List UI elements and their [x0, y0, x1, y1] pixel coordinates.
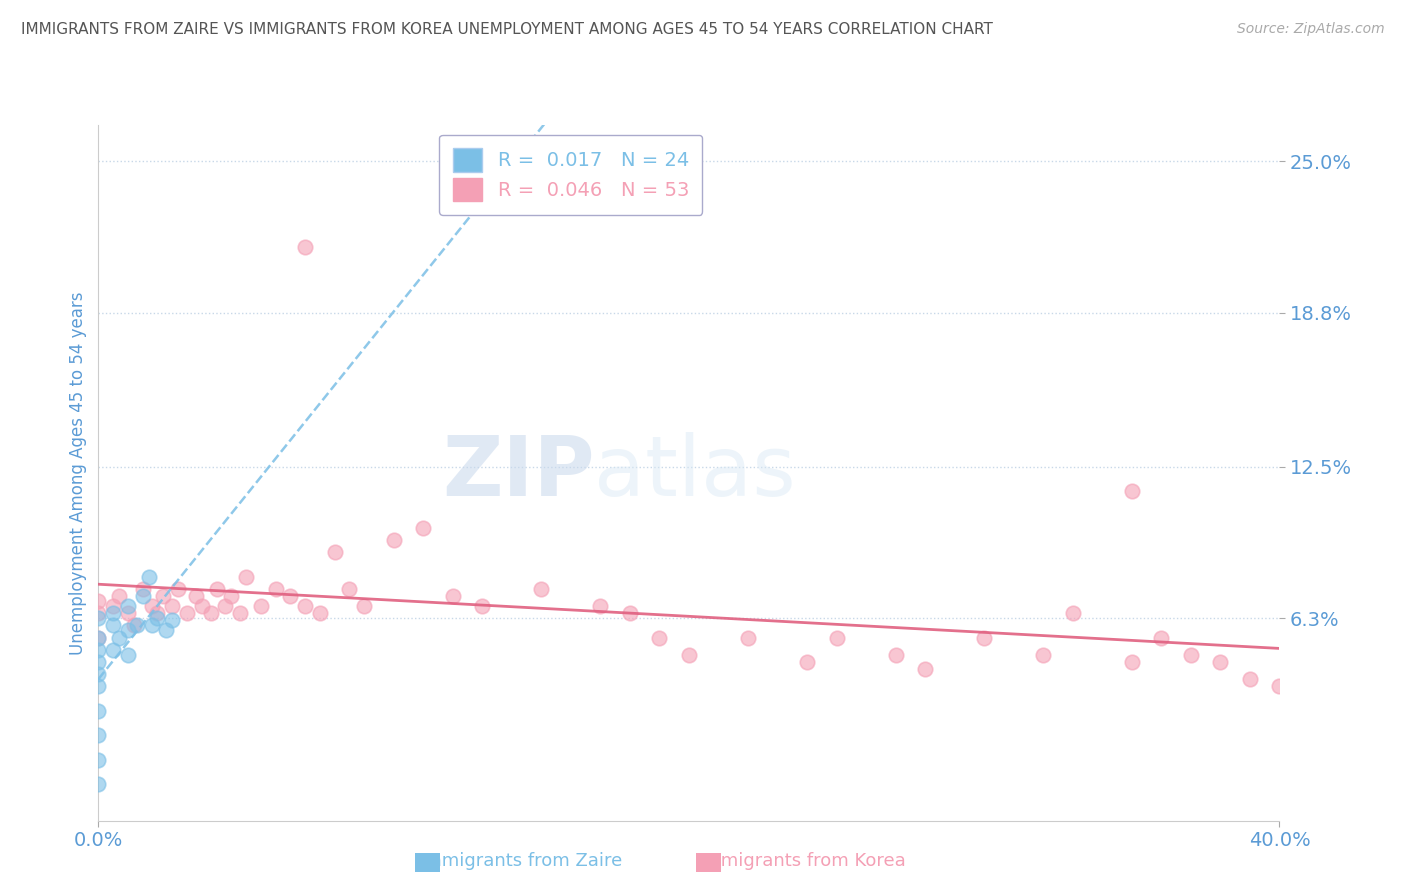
Point: [619, 606, 641, 620]
Point: [87, 777, 110, 791]
Point: [337, 582, 360, 596]
Point: [229, 606, 252, 620]
Point: [648, 631, 671, 645]
Y-axis label: Unemployment Among Ages 45 to 54 years: Unemployment Among Ages 45 to 54 years: [69, 291, 87, 655]
Point: [471, 599, 494, 613]
Point: [264, 582, 287, 596]
Point: [87, 704, 110, 718]
Point: [1032, 648, 1054, 662]
Point: [103, 642, 125, 657]
Point: [141, 618, 163, 632]
Point: [1121, 484, 1143, 499]
Point: [103, 606, 125, 620]
Point: [117, 648, 139, 662]
Point: [141, 599, 163, 613]
Point: [117, 624, 139, 638]
Point: [1180, 648, 1202, 662]
Point: [191, 599, 214, 613]
Text: Immigrants from Korea: Immigrants from Korea: [697, 852, 905, 870]
Point: [323, 545, 346, 559]
Point: [441, 589, 464, 603]
Point: [309, 606, 332, 620]
Point: [152, 589, 174, 603]
Point: [250, 599, 273, 613]
Point: [87, 642, 110, 657]
Point: [382, 533, 405, 547]
Point: [108, 589, 131, 603]
Text: ZIP: ZIP: [441, 433, 595, 513]
Point: [353, 599, 375, 613]
Point: [87, 631, 110, 645]
Point: [278, 589, 302, 603]
Point: [235, 569, 257, 583]
Point: [117, 606, 139, 620]
Point: [589, 599, 612, 613]
Point: [184, 589, 207, 603]
Point: [176, 606, 198, 620]
Point: [1209, 655, 1232, 669]
Point: [737, 631, 759, 645]
Point: [87, 679, 110, 693]
Point: [132, 582, 155, 596]
Point: [103, 618, 125, 632]
Point: [914, 662, 936, 676]
Point: [87, 655, 110, 669]
Point: [162, 599, 183, 613]
Point: [678, 648, 700, 662]
Point: [108, 631, 131, 645]
Point: [117, 599, 139, 613]
Point: [1268, 679, 1291, 693]
Point: [1150, 631, 1173, 645]
Text: Source: ZipAtlas.com: Source: ZipAtlas.com: [1237, 22, 1385, 37]
Point: [294, 599, 316, 613]
Point: [214, 599, 236, 613]
Point: [1062, 606, 1084, 620]
Point: [146, 606, 169, 620]
Point: [103, 599, 125, 613]
Point: [138, 569, 160, 583]
Point: [412, 521, 434, 535]
Point: [162, 614, 183, 628]
Point: [1121, 655, 1143, 669]
Legend: R =  0.017   N = 24, R =  0.046   N = 53: R = 0.017 N = 24, R = 0.046 N = 53: [439, 135, 703, 215]
Text: IMMIGRANTS FROM ZAIRE VS IMMIGRANTS FROM KOREA UNEMPLOYMENT AMONG AGES 45 TO 54 : IMMIGRANTS FROM ZAIRE VS IMMIGRANTS FROM…: [21, 22, 993, 37]
Point: [125, 618, 148, 632]
Point: [973, 631, 995, 645]
Point: [87, 594, 110, 608]
Text: Immigrants from Zaire: Immigrants from Zaire: [419, 852, 621, 870]
Point: [87, 606, 110, 620]
Point: [884, 648, 907, 662]
Point: [200, 606, 222, 620]
Point: [825, 631, 848, 645]
Point: [205, 582, 228, 596]
Point: [87, 611, 110, 625]
Point: [146, 611, 169, 625]
Point: [796, 655, 818, 669]
Point: [294, 240, 316, 254]
Point: [219, 589, 242, 603]
Point: [122, 618, 145, 632]
Text: atlas: atlas: [595, 433, 796, 513]
Point: [530, 582, 553, 596]
Point: [87, 728, 110, 742]
Point: [167, 582, 190, 596]
Point: [155, 624, 177, 638]
Point: [87, 667, 110, 681]
Point: [87, 631, 110, 645]
Point: [87, 753, 110, 767]
Point: [1239, 672, 1261, 686]
Point: [132, 589, 155, 603]
